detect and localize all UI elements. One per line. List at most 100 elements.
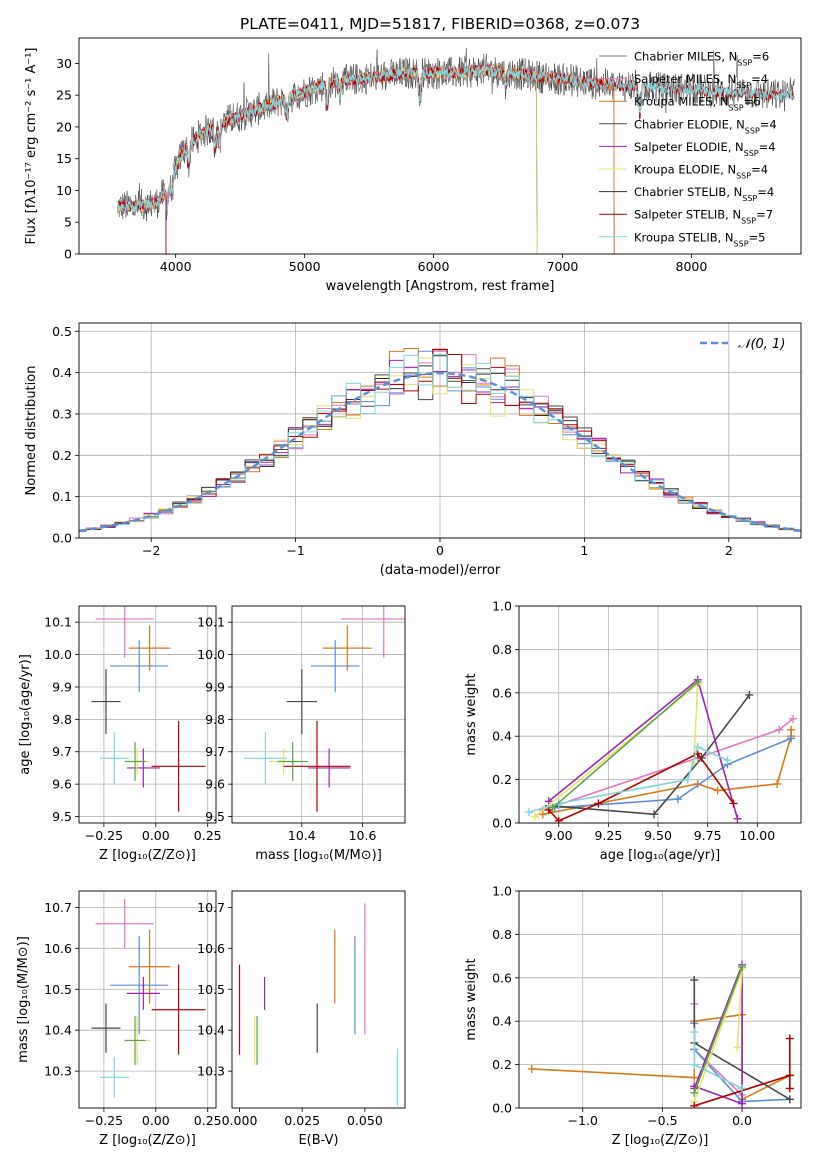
spectrum-line <box>117 64 795 212</box>
weight-marker <box>729 799 738 808</box>
legend-entry: Salpeter STELIB, NSSP=7 <box>634 208 773 226</box>
y-tick-label: 20 <box>56 119 72 134</box>
y-axis-label: mass weight <box>464 958 479 1040</box>
errorbar-point <box>99 1056 129 1098</box>
y-tick-label: 9.9 <box>52 679 72 694</box>
weight-marker <box>787 734 796 743</box>
weight-vs-age-panel: 9.00 9.25 9.50 9.75 10.00 0.0 0.2 0.4 0.6 0.8 1.0 a… <box>464 599 802 863</box>
errorbar-point <box>277 742 308 781</box>
x-tick-label: 0.000 <box>222 1113 258 1128</box>
x-tick-label: 1 <box>580 543 588 558</box>
residual-histogram <box>79 354 801 532</box>
x-tick-label: 5000 <box>289 259 321 274</box>
weight-marker <box>673 795 682 804</box>
weight-vs-Z-panel: −1.0 −0.5 0.0 0.0 0.2 0.4 0.6 0.8 1.0 Z [log₁₀(Z/… <box>464 884 802 1148</box>
errorbar-point <box>307 748 351 788</box>
weight-marker <box>713 786 722 795</box>
weight-marker <box>554 816 563 823</box>
errorbar-point <box>95 899 154 949</box>
spectrum-line <box>117 48 795 222</box>
weight-marker <box>789 714 798 723</box>
weight-marker <box>775 725 784 734</box>
y-tick-label: 10 <box>56 183 72 198</box>
errorbars <box>91 899 206 1098</box>
legend-entry: Chabrier ELODIE, NSSP=4 <box>634 117 777 135</box>
y-tick-label: 0.2 <box>52 448 72 463</box>
axes-frame <box>78 322 802 539</box>
errorbar-point <box>128 625 171 671</box>
y-tick-label: 9.8 <box>52 712 72 727</box>
y-tick-label: 0.8 <box>492 927 512 942</box>
spectrum-lines <box>117 48 795 254</box>
x-tick-label: 9.00 <box>545 828 573 843</box>
y-axis-label: Normed distribution <box>24 366 39 496</box>
x-tick-label: 0.25 <box>194 828 222 843</box>
axes-frame <box>78 605 217 824</box>
x-tick-label: 0.025 <box>284 1113 320 1128</box>
x-tick-label: −1 <box>286 543 304 558</box>
y-tick-label: 10.3 <box>44 1064 72 1079</box>
y-tick-label: 10.4 <box>197 1023 225 1038</box>
errorbar-point <box>244 732 287 785</box>
errorbar-point <box>110 640 169 692</box>
x-axis-label: mass [log₁₀(M/M⊙)] <box>255 848 382 863</box>
mass-vs-ebv-panel: 0.000 0.025 0.050 10.3 10.4 10.5 10.6 10.7 E(B-V… <box>197 890 406 1148</box>
y-tick-label: 10.5 <box>44 982 72 997</box>
x-tick-label: 4000 <box>160 259 192 274</box>
weight-lines <box>524 675 798 823</box>
y-tick-label: 9.7 <box>52 744 72 759</box>
x-tick-label: 9.75 <box>694 828 722 843</box>
weight-marker <box>738 1099 747 1108</box>
weight-marker <box>538 810 547 819</box>
y-tick-label: 0.8 <box>492 642 512 657</box>
residual-histograms <box>79 348 801 532</box>
y-tick-label: 0.3 <box>52 406 72 421</box>
weight-marker <box>690 975 699 984</box>
y-tick-label: 9.7 <box>205 744 225 759</box>
weight-marker <box>690 1088 699 1097</box>
errorbar-point <box>323 625 372 671</box>
errorbar-point <box>99 732 129 785</box>
x-axis-label: Z [log₁₀(Z/Z⊙)] <box>612 1133 709 1148</box>
weight-marker <box>733 1043 742 1052</box>
weight-marker <box>527 1064 536 1073</box>
age-vs-Z-panel: −0.25 0.00 0.25 9.5 9.6 9.7 9.8 9.9 10.0 10.1 Z [l… <box>18 605 222 863</box>
figure-title: PLATE=0411, MJD=51817, FIBERID=0368, z=0… <box>240 15 640 33</box>
x-tick-label: −0.25 <box>85 1113 123 1128</box>
x-axis-label: age [log₁₀(age/yr)] <box>600 848 721 863</box>
weight-series-line <box>554 737 792 809</box>
y-tick-label: 0.0 <box>52 531 72 546</box>
x-tick-label: −1.0 <box>568 1113 598 1128</box>
x-tick-label: 6000 <box>418 259 450 274</box>
y-tick-label: 30 <box>56 56 72 71</box>
x-tick-label: 7000 <box>547 259 579 274</box>
y-axis-label: mass [log₁₀(M/M⊙)] <box>16 936 31 1063</box>
errorbar-point <box>310 640 360 692</box>
y-tick-label: 10.1 <box>197 615 225 630</box>
legend-entry: Chabrier MILES, NSSP=6 <box>634 50 769 68</box>
x-tick-label: 10.4 <box>288 828 316 843</box>
weight-marker <box>683 775 692 784</box>
legend-entry: Salpeter ELODIE, NSSP=4 <box>634 140 776 158</box>
legend-entry: 𝒩(0, 1) <box>738 337 785 352</box>
axes-frame <box>78 37 802 255</box>
x-tick-label: −0.25 <box>85 828 123 843</box>
y-tick-label: 0.0 <box>492 816 512 831</box>
errorbar-point <box>151 720 206 812</box>
y-tick-label: 15 <box>56 151 72 166</box>
x-axis-label: Z [log₁₀(Z/Z⊙)] <box>99 1133 196 1148</box>
x-tick-label: 0.25 <box>194 1113 222 1128</box>
weight-marker <box>548 803 557 812</box>
x-tick-label: −2 <box>142 543 160 558</box>
y-tick-label: 9.6 <box>205 777 225 792</box>
weight-series-line <box>552 681 699 809</box>
y-tick-label: 0.0 <box>492 1101 512 1116</box>
y-tick-label: 1.0 <box>492 599 512 614</box>
y-tick-label: 1.0 <box>492 884 512 899</box>
y-tick-label: 0.4 <box>492 1014 512 1029</box>
y-tick-label: 10.0 <box>44 647 72 662</box>
y-tick-label: 9.9 <box>205 679 225 694</box>
y-tick-label: 10.7 <box>44 900 72 915</box>
x-axis-label: E(B-V) <box>298 1133 338 1148</box>
